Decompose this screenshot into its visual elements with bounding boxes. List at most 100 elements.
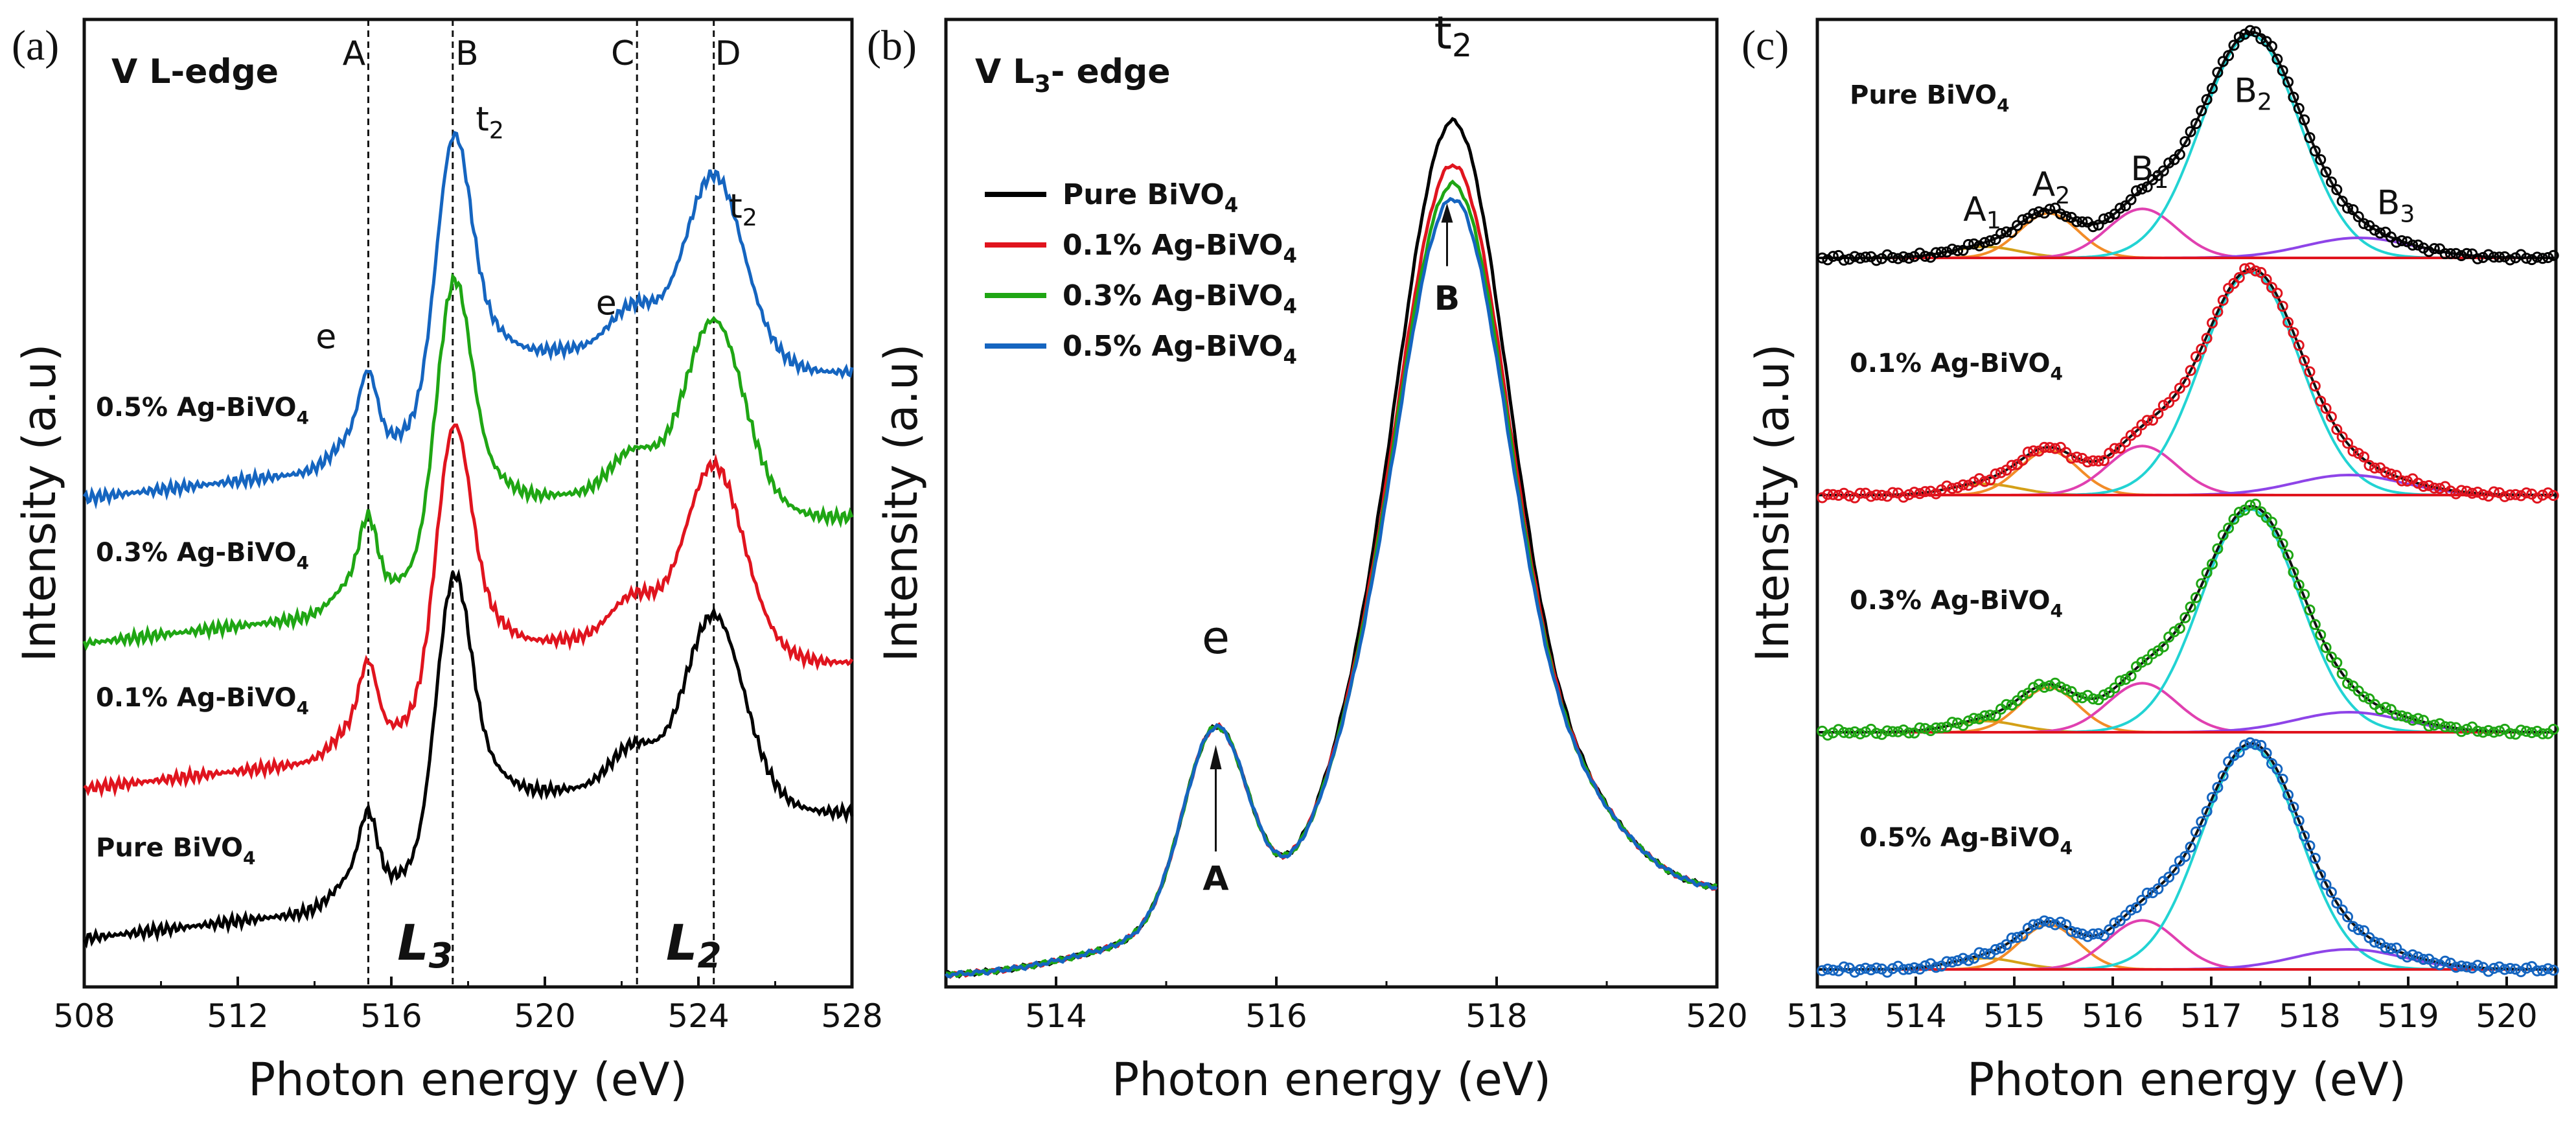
panel-c-data-point bbox=[2483, 724, 2494, 736]
panel-a-peak-label: t2 bbox=[729, 187, 757, 231]
panel-c-data-point bbox=[1870, 728, 1882, 739]
panel-c-data-point bbox=[2315, 869, 2327, 881]
panel-c-data-point bbox=[2428, 243, 2440, 255]
panel-c-data-point bbox=[2363, 459, 2375, 471]
panel-c-data-point bbox=[2531, 492, 2543, 504]
panel-c-data-point bbox=[2157, 641, 2169, 653]
panel-c-data-point bbox=[2309, 380, 2321, 392]
panel-c-data-point bbox=[2109, 443, 2121, 454]
panel-c-data-point bbox=[2141, 415, 2153, 426]
panel-c-data-point bbox=[2385, 943, 2397, 955]
panel-c-peak-label-sub: 3 bbox=[2400, 200, 2415, 228]
panel-a-peak-label-main: t bbox=[476, 100, 489, 139]
panel-b-xtick-label: 514 bbox=[1025, 997, 1087, 1035]
panel-c-series-label-sub: 4 bbox=[2060, 837, 2073, 859]
panel-c-data-point bbox=[2082, 456, 2093, 468]
panel-c-xtick-label: 519 bbox=[2377, 997, 2439, 1035]
panel-c-data-point bbox=[2315, 629, 2327, 641]
panel-c-data-point bbox=[2401, 951, 2413, 963]
panel-c-data-point bbox=[2060, 919, 2072, 931]
panel-c-data-point bbox=[2494, 725, 2505, 737]
panel-c-data-point bbox=[2109, 682, 2121, 694]
panel-c-data-point bbox=[2288, 566, 2299, 578]
panel-c-data-point bbox=[2450, 962, 2462, 973]
panel-a-peak-label-sub: 2 bbox=[742, 203, 757, 231]
panel-a-title: V L-edge bbox=[111, 52, 279, 91]
panel-c-data-point bbox=[1962, 238, 1974, 250]
panel-c-data-point bbox=[2255, 739, 2267, 751]
panel-a-xtick-label: 512 bbox=[207, 997, 268, 1035]
panel-c-data-point bbox=[2266, 41, 2277, 52]
panel-c-series-label-main: 0.5% Ag-BiVO bbox=[1859, 823, 2060, 853]
panel-c-ylabel: Intensity (a.u) bbox=[1746, 343, 1799, 662]
panel-c-data-point bbox=[2071, 927, 2083, 938]
panel-c-data-point bbox=[2504, 489, 2516, 501]
panel-c-data-point bbox=[2109, 208, 2121, 220]
panel-b-series-line bbox=[945, 117, 1718, 979]
panel-c-data-point bbox=[1984, 235, 1996, 247]
panel-c-data-point bbox=[2428, 957, 2440, 969]
panel-c-data-point bbox=[1843, 253, 1855, 265]
panel-c-data-point bbox=[1903, 727, 1915, 739]
panel-b-arrowhead-b bbox=[1441, 203, 1453, 223]
panel-c-data-point bbox=[2444, 248, 2456, 259]
panel-c-data-point bbox=[2157, 165, 2169, 177]
panel-c-data-point bbox=[2228, 40, 2240, 51]
panel-c-data-point bbox=[2179, 376, 2191, 388]
panel-a-xtick-label: 516 bbox=[360, 997, 422, 1035]
panel-b-xtick-label: 520 bbox=[1686, 997, 1747, 1035]
panel-c-data-point bbox=[2212, 543, 2224, 555]
panel-c-data-point bbox=[1968, 238, 1980, 249]
panel-c-data-point bbox=[2315, 395, 2327, 407]
panel-a-peak-label-sub: 2 bbox=[489, 117, 504, 145]
panel-c-data-point bbox=[1957, 244, 1969, 256]
panel-c-data-point bbox=[2288, 91, 2299, 103]
panel-c-data-point bbox=[2401, 475, 2413, 487]
panel-a-ylabel: Intensity (a.u) bbox=[13, 343, 66, 662]
panel-c-data-point bbox=[2299, 830, 2310, 842]
panel-c-data-point bbox=[1946, 956, 1958, 967]
panel-c-data-point bbox=[2239, 263, 2251, 275]
panel-c-data-point bbox=[2325, 886, 2337, 898]
panel-c-fit-line bbox=[1817, 742, 2557, 971]
panel-c-data-point bbox=[1817, 492, 1828, 504]
panel-c-data-point bbox=[2065, 686, 2077, 697]
panel-c-data-point bbox=[1979, 237, 1990, 248]
panel-c-data-point bbox=[2098, 689, 2110, 700]
panel-c-data-point bbox=[2028, 682, 2040, 693]
panel-c-data-point bbox=[2510, 252, 2522, 264]
panel-c-series-label-sub: 4 bbox=[2051, 600, 2063, 621]
panel-c-data-point bbox=[2147, 414, 2159, 426]
panel-c-data-point bbox=[2174, 623, 2185, 634]
panel-c-data-point bbox=[1881, 725, 1893, 737]
panel-c-data-point bbox=[2283, 550, 2294, 561]
panel-c-data-point bbox=[2249, 739, 2261, 750]
panel-c-data-point bbox=[1903, 252, 1915, 264]
panel-c-data-point bbox=[1892, 960, 1904, 972]
panel-c-data-point bbox=[2526, 727, 2538, 739]
panel-c-data-point bbox=[2141, 181, 2153, 192]
panel-c-data-point bbox=[2006, 459, 2018, 471]
panel-a-series-label-sub: 4 bbox=[297, 552, 309, 573]
panel-c-data-point bbox=[2130, 902, 2142, 914]
panel-c-data-point bbox=[1990, 468, 2001, 480]
panel-c-data-point bbox=[2293, 579, 2305, 591]
panel-c-data-point bbox=[2093, 219, 2104, 231]
panel-c-data-point bbox=[2304, 840, 2316, 851]
panel-c-data-point bbox=[2044, 203, 2056, 215]
panel-c-data-point bbox=[2244, 25, 2256, 36]
panel-c-data-point bbox=[1930, 722, 1942, 734]
panel-c-data-point bbox=[2380, 702, 2391, 713]
panel-c-data-point bbox=[1854, 252, 1866, 264]
panel-c-data-point bbox=[2472, 725, 2483, 737]
panel-c-data-point bbox=[2283, 76, 2294, 88]
panel-c-data-point bbox=[2467, 487, 2478, 499]
panel-c-data-point bbox=[2439, 721, 2451, 733]
panel-a-edge-label-main: L bbox=[666, 914, 697, 971]
panel-c-data-point bbox=[2017, 689, 2029, 701]
panel-c-data-point bbox=[1827, 727, 1839, 739]
panel-a-xtick-label: 528 bbox=[821, 997, 882, 1035]
panel-a-series-label: 0.1% Ag-BiVO4 bbox=[96, 683, 309, 719]
panel-c-data-point bbox=[1849, 966, 1861, 978]
panel-c-series-label: 0.5% Ag-BiVO4 bbox=[1859, 823, 2073, 859]
